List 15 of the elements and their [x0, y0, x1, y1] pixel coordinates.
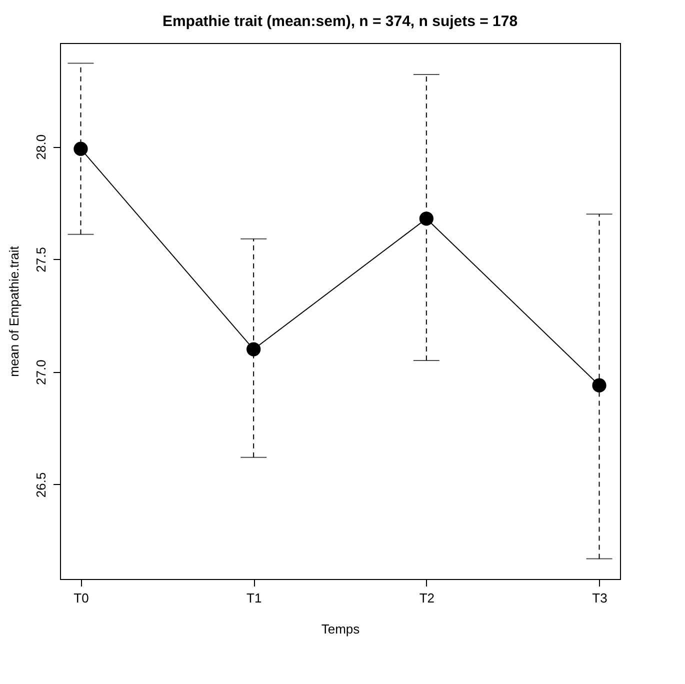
- x-tick-label: T1: [246, 590, 262, 606]
- point: [246, 342, 261, 356]
- y-tick-label: 28.0: [34, 134, 48, 160]
- point: [592, 378, 606, 392]
- y-tick-label: 27.5: [34, 247, 48, 272]
- point: [419, 212, 434, 226]
- y-axis-title: mean of Empathie.trait: [6, 246, 22, 377]
- y-tick-label: 26.5: [34, 472, 48, 498]
- chart-title: Empathie trait (mean:sem), n = 374, n sujets = 178: [162, 13, 518, 30]
- y-tick-label: 27.0: [34, 360, 48, 385]
- x-tick-label: T2: [419, 590, 435, 606]
- point: [74, 142, 88, 156]
- x-tick-label: T3: [592, 590, 608, 606]
- x-axis-title: Temps: [321, 622, 360, 636]
- x-tick-label: T0: [74, 590, 89, 606]
